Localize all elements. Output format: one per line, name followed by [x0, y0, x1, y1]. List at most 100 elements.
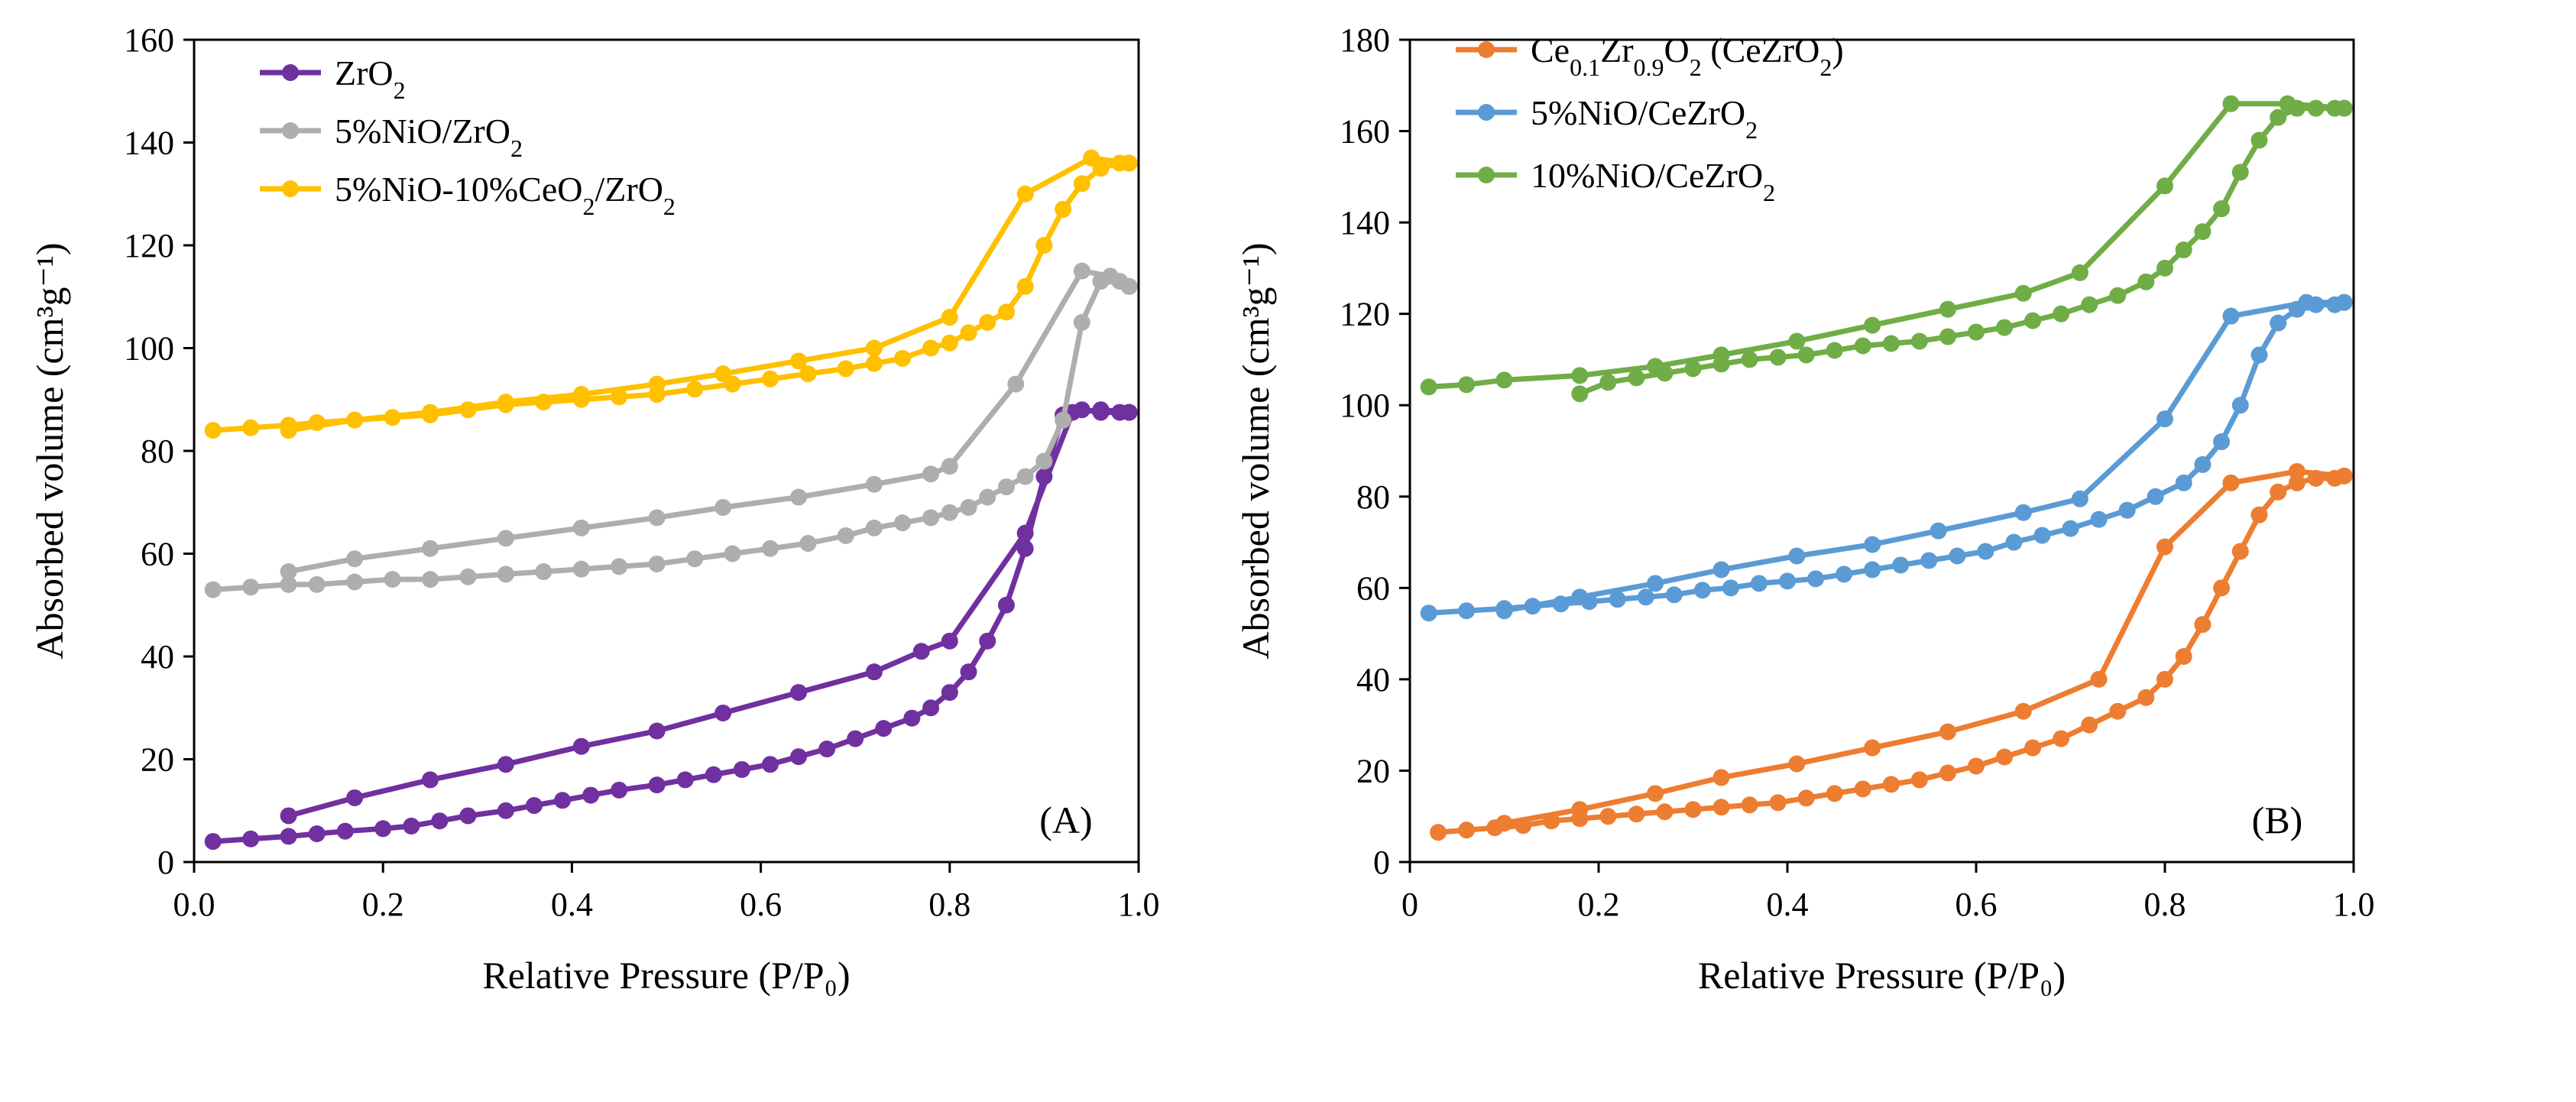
y-tick-label: 100	[124, 330, 174, 368]
adsorption-point	[818, 741, 836, 758]
desorption-point	[1647, 785, 1664, 802]
legend-label: Ce0.1Zr0.9O2 (CeZrO2)	[1531, 31, 1844, 81]
adsorption-point	[1016, 540, 1034, 557]
adsorption-point	[2156, 670, 2173, 688]
adsorption-point	[431, 812, 449, 830]
desorption-point	[648, 509, 666, 527]
legend-label: 5%NiO-10%CeO2/ZrO2	[335, 170, 676, 220]
legend-swatch-marker	[282, 180, 299, 197]
adsorption-point	[979, 488, 996, 506]
adsorption-point	[761, 540, 779, 557]
x-tick-label: 0.0	[173, 886, 215, 923]
desorption-point	[1864, 739, 1881, 757]
adsorption-point	[1910, 332, 1928, 350]
adsorption-point	[459, 807, 477, 825]
adsorption-point	[979, 632, 996, 650]
adsorption-point	[1599, 808, 1617, 825]
desorption-point	[1571, 588, 1589, 606]
chart-panel-1: 0 20 40 60 80 100 120 140 160 180 0 0.2 0.4 0.6 0.8 1.0…	[1234, 21, 2375, 997]
adsorption-point	[2053, 730, 2070, 747]
adsorption-point	[1073, 313, 1090, 331]
desorption-point	[1458, 376, 1476, 394]
desorption-point	[346, 411, 364, 429]
adsorption-point	[922, 509, 940, 527]
adsorption-point	[1420, 604, 1437, 622]
panel-label: (B)	[2252, 799, 2303, 841]
adsorption-point	[2118, 501, 2136, 519]
adsorption-point	[1599, 374, 1617, 391]
legend-swatch-marker	[282, 122, 299, 139]
desorption-point	[2156, 538, 2173, 556]
adsorption-point	[1458, 822, 1476, 839]
adsorption-point	[1035, 452, 1053, 470]
legend-label: ZrO2	[335, 53, 406, 104]
adsorption-point	[837, 360, 854, 378]
y-tick-label: 40	[1356, 661, 1390, 698]
legend-entry: 5%NiO/CeZrO2	[1456, 93, 1758, 144]
adsorption-point	[1693, 582, 1711, 599]
adsorption-point	[676, 771, 694, 789]
panel-label: (A)	[1039, 799, 1092, 841]
y-tick-label: 100	[1340, 387, 1390, 424]
desorption-point	[1007, 375, 1025, 393]
plot-frame	[193, 38, 1140, 864]
adsorption-point	[242, 830, 260, 848]
adsorption-line	[1576, 105, 2348, 397]
adsorption-point	[997, 596, 1015, 614]
adsorption-point	[648, 776, 666, 794]
adsorption-point	[705, 766, 722, 783]
desorption-point	[865, 339, 883, 357]
adsorption-point	[1807, 570, 1825, 588]
desorption-point	[2071, 264, 2088, 281]
desorption-point	[1939, 300, 1956, 318]
adsorption-point	[875, 720, 893, 737]
adsorption-point	[497, 566, 514, 583]
adsorption-point	[204, 833, 222, 851]
legend-entry: Ce0.1Zr0.9O2 (CeZrO2)	[1456, 31, 1844, 81]
adsorption-point	[837, 527, 854, 544]
adsorption-point	[2250, 346, 2268, 364]
desorption-point	[1420, 378, 1437, 396]
desorption-point	[280, 422, 297, 439]
desorption-point	[1101, 267, 1119, 285]
adsorption-point	[242, 579, 260, 596]
adsorption-point	[1779, 572, 1796, 590]
adsorption-point	[997, 303, 1015, 321]
adsorption-point	[1854, 780, 1871, 798]
legend-swatch-marker	[1478, 167, 1495, 183]
adsorption-point	[2033, 527, 2051, 544]
adsorption-point	[280, 828, 297, 845]
desorption-point	[2335, 467, 2353, 485]
desorption-line	[1502, 468, 2348, 826]
adsorption-point	[1055, 411, 1072, 429]
adsorption-point	[865, 355, 883, 372]
desorption-point	[790, 488, 808, 506]
adsorption-point	[1968, 757, 1985, 775]
adsorption-point	[1684, 801, 1702, 818]
adsorption-point	[790, 748, 808, 766]
adsorption-point	[497, 802, 514, 819]
legend-entry: 10%NiO/CeZrO2	[1456, 156, 1775, 206]
adsorption-point	[2194, 223, 2211, 241]
adsorption-point	[459, 568, 477, 585]
desorption-point	[2222, 95, 2240, 112]
adsorption-point	[1968, 323, 1985, 341]
adsorption-point	[1977, 543, 1994, 560]
desorption-point	[941, 632, 958, 650]
adsorption-point	[1073, 175, 1090, 193]
adsorption-point	[1016, 468, 1034, 485]
x-tick-label: 0.8	[2144, 886, 2186, 923]
y-tick-label: 120	[1340, 296, 1390, 333]
y-tick-label: 140	[124, 125, 174, 162]
adsorption-point	[403, 817, 420, 835]
desorption-point	[422, 771, 439, 789]
adsorption-point	[2137, 273, 2155, 290]
adsorption-point	[2175, 474, 2192, 491]
adsorption-point	[2194, 616, 2211, 634]
adsorption-point	[2024, 739, 2042, 757]
desorption-point	[1092, 401, 1110, 419]
series-1	[1420, 293, 2353, 622]
adsorption-point	[1741, 796, 1758, 814]
adsorption-point	[1665, 586, 1683, 604]
desorption-point	[1930, 522, 1947, 540]
